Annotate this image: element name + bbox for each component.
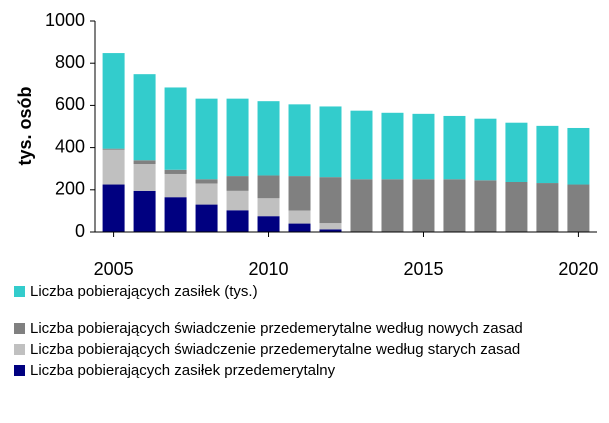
bar-segment <box>536 125 559 184</box>
bar-segment <box>505 181 528 232</box>
y-tick-label: 400 <box>55 136 85 156</box>
bar-segment <box>226 176 249 191</box>
legend-label: Liczba pobierających zasiłek (tys.) <box>30 283 258 300</box>
bar-segment <box>474 180 497 232</box>
bar-segment <box>226 190 249 211</box>
bar-segment <box>133 164 156 191</box>
bar-segment <box>226 98 249 177</box>
bar-segment <box>102 148 125 150</box>
bar-segment <box>288 176 311 211</box>
legend-item: Liczba pobierających zasiłek przedemeryt… <box>14 362 534 379</box>
bar-segment <box>164 197 187 232</box>
bar-segment <box>474 118 497 181</box>
bar-segment <box>195 204 218 232</box>
bar-segment <box>257 216 280 232</box>
bar-segment <box>164 173 187 198</box>
bar-segment <box>319 229 342 232</box>
bar-segment <box>350 179 373 232</box>
x-tick-label: 2015 <box>403 259 443 279</box>
bar-segment <box>288 223 311 232</box>
legend-item: Liczba pobierających świadczenie przedem… <box>14 320 534 337</box>
y-axis-label: tys. osób <box>15 86 35 165</box>
bar-segment <box>288 104 311 177</box>
x-tick-label: 2005 <box>94 259 134 279</box>
bar-segment <box>319 177 342 224</box>
bar-segment <box>443 179 466 232</box>
legend: Liczba pobierających zasiłek (tys.) Liczb… <box>14 283 534 379</box>
bar-segment <box>257 175 280 199</box>
bar-segment <box>195 179 218 184</box>
bar-segment <box>443 115 466 180</box>
y-tick-label: 1000 <box>45 10 85 30</box>
bar-segment <box>412 113 435 180</box>
legend-swatch <box>14 286 25 297</box>
bar-segment <box>164 169 187 174</box>
bar-segment <box>164 87 187 170</box>
legend-item: Liczba pobierających świadczenie przedem… <box>14 341 534 358</box>
bar-segment <box>381 179 404 232</box>
x-tick-label: 2010 <box>249 259 289 279</box>
legend-swatch <box>14 323 25 334</box>
legend-swatch <box>14 365 25 376</box>
bar-segment <box>536 183 559 232</box>
bar-segment <box>505 122 528 182</box>
legend-label: Liczba pobierających świadczenie przedem… <box>30 341 521 358</box>
bar-segment <box>288 210 311 224</box>
bar-segment <box>226 210 249 232</box>
x-tick-label: 2020 <box>558 259 598 279</box>
bar-segment <box>257 101 280 176</box>
bar-segment <box>133 190 156 232</box>
bar-segment <box>257 198 280 217</box>
bar-segment <box>102 53 125 149</box>
bar-segment <box>567 184 590 232</box>
legend-label: Liczba pobierających zasiłek przedemeryt… <box>30 362 336 379</box>
bar-segment <box>350 110 373 180</box>
legend-swatch <box>14 344 25 355</box>
legend-item: Liczba pobierających zasiłek (tys.) <box>14 283 534 300</box>
bar-segment <box>412 179 435 232</box>
bar-segment <box>102 184 125 232</box>
y-tick-label: 800 <box>55 52 85 72</box>
bar-segment <box>133 160 156 165</box>
bar-segment <box>319 106 342 178</box>
y-tick-label: 200 <box>55 179 85 199</box>
plot: tys. osób 0 200 400 600 800 1000 2005 2010 2015 2… <box>15 10 599 279</box>
legend-label: Liczba pobierających świadczenie przedem… <box>30 320 523 337</box>
bar-segment <box>102 149 125 185</box>
bar-segment <box>381 112 404 180</box>
bar-segment <box>195 98 218 180</box>
y-tick-label: 0 <box>75 221 85 241</box>
bar-segment <box>319 223 342 230</box>
y-tick-label: 600 <box>55 94 85 114</box>
bar-segment <box>133 74 156 161</box>
bar-segment <box>567 127 590 185</box>
bar-segment <box>195 183 218 205</box>
